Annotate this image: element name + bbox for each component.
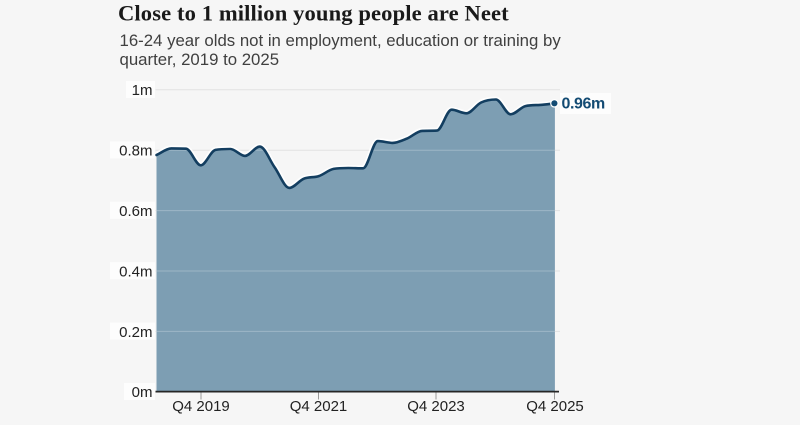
svg-text:1m: 1m: [132, 82, 153, 99]
svg-text:Q4 2021: Q4 2021: [290, 398, 348, 415]
svg-text:16-24 year olds not in employm: 16-24 year olds not in employment, educa…: [120, 31, 562, 50]
svg-text:quarter, 2019 to 2025: quarter, 2019 to 2025: [120, 50, 280, 69]
svg-text:0m: 0m: [132, 384, 153, 401]
svg-text:0.2m: 0.2m: [119, 324, 152, 341]
svg-text:Q4 2025: Q4 2025: [526, 398, 584, 415]
svg-text:Q4 2019: Q4 2019: [172, 398, 230, 415]
svg-text:0.6m: 0.6m: [119, 203, 152, 220]
svg-text:Close to 1 million young peopl: Close to 1 million young people are Neet: [118, 1, 509, 26]
svg-text:0.8m: 0.8m: [119, 143, 152, 160]
svg-text:0.4m: 0.4m: [119, 263, 152, 280]
svg-text:0.96m: 0.96m: [562, 96, 606, 113]
svg-text:Q4 2023: Q4 2023: [407, 398, 465, 415]
